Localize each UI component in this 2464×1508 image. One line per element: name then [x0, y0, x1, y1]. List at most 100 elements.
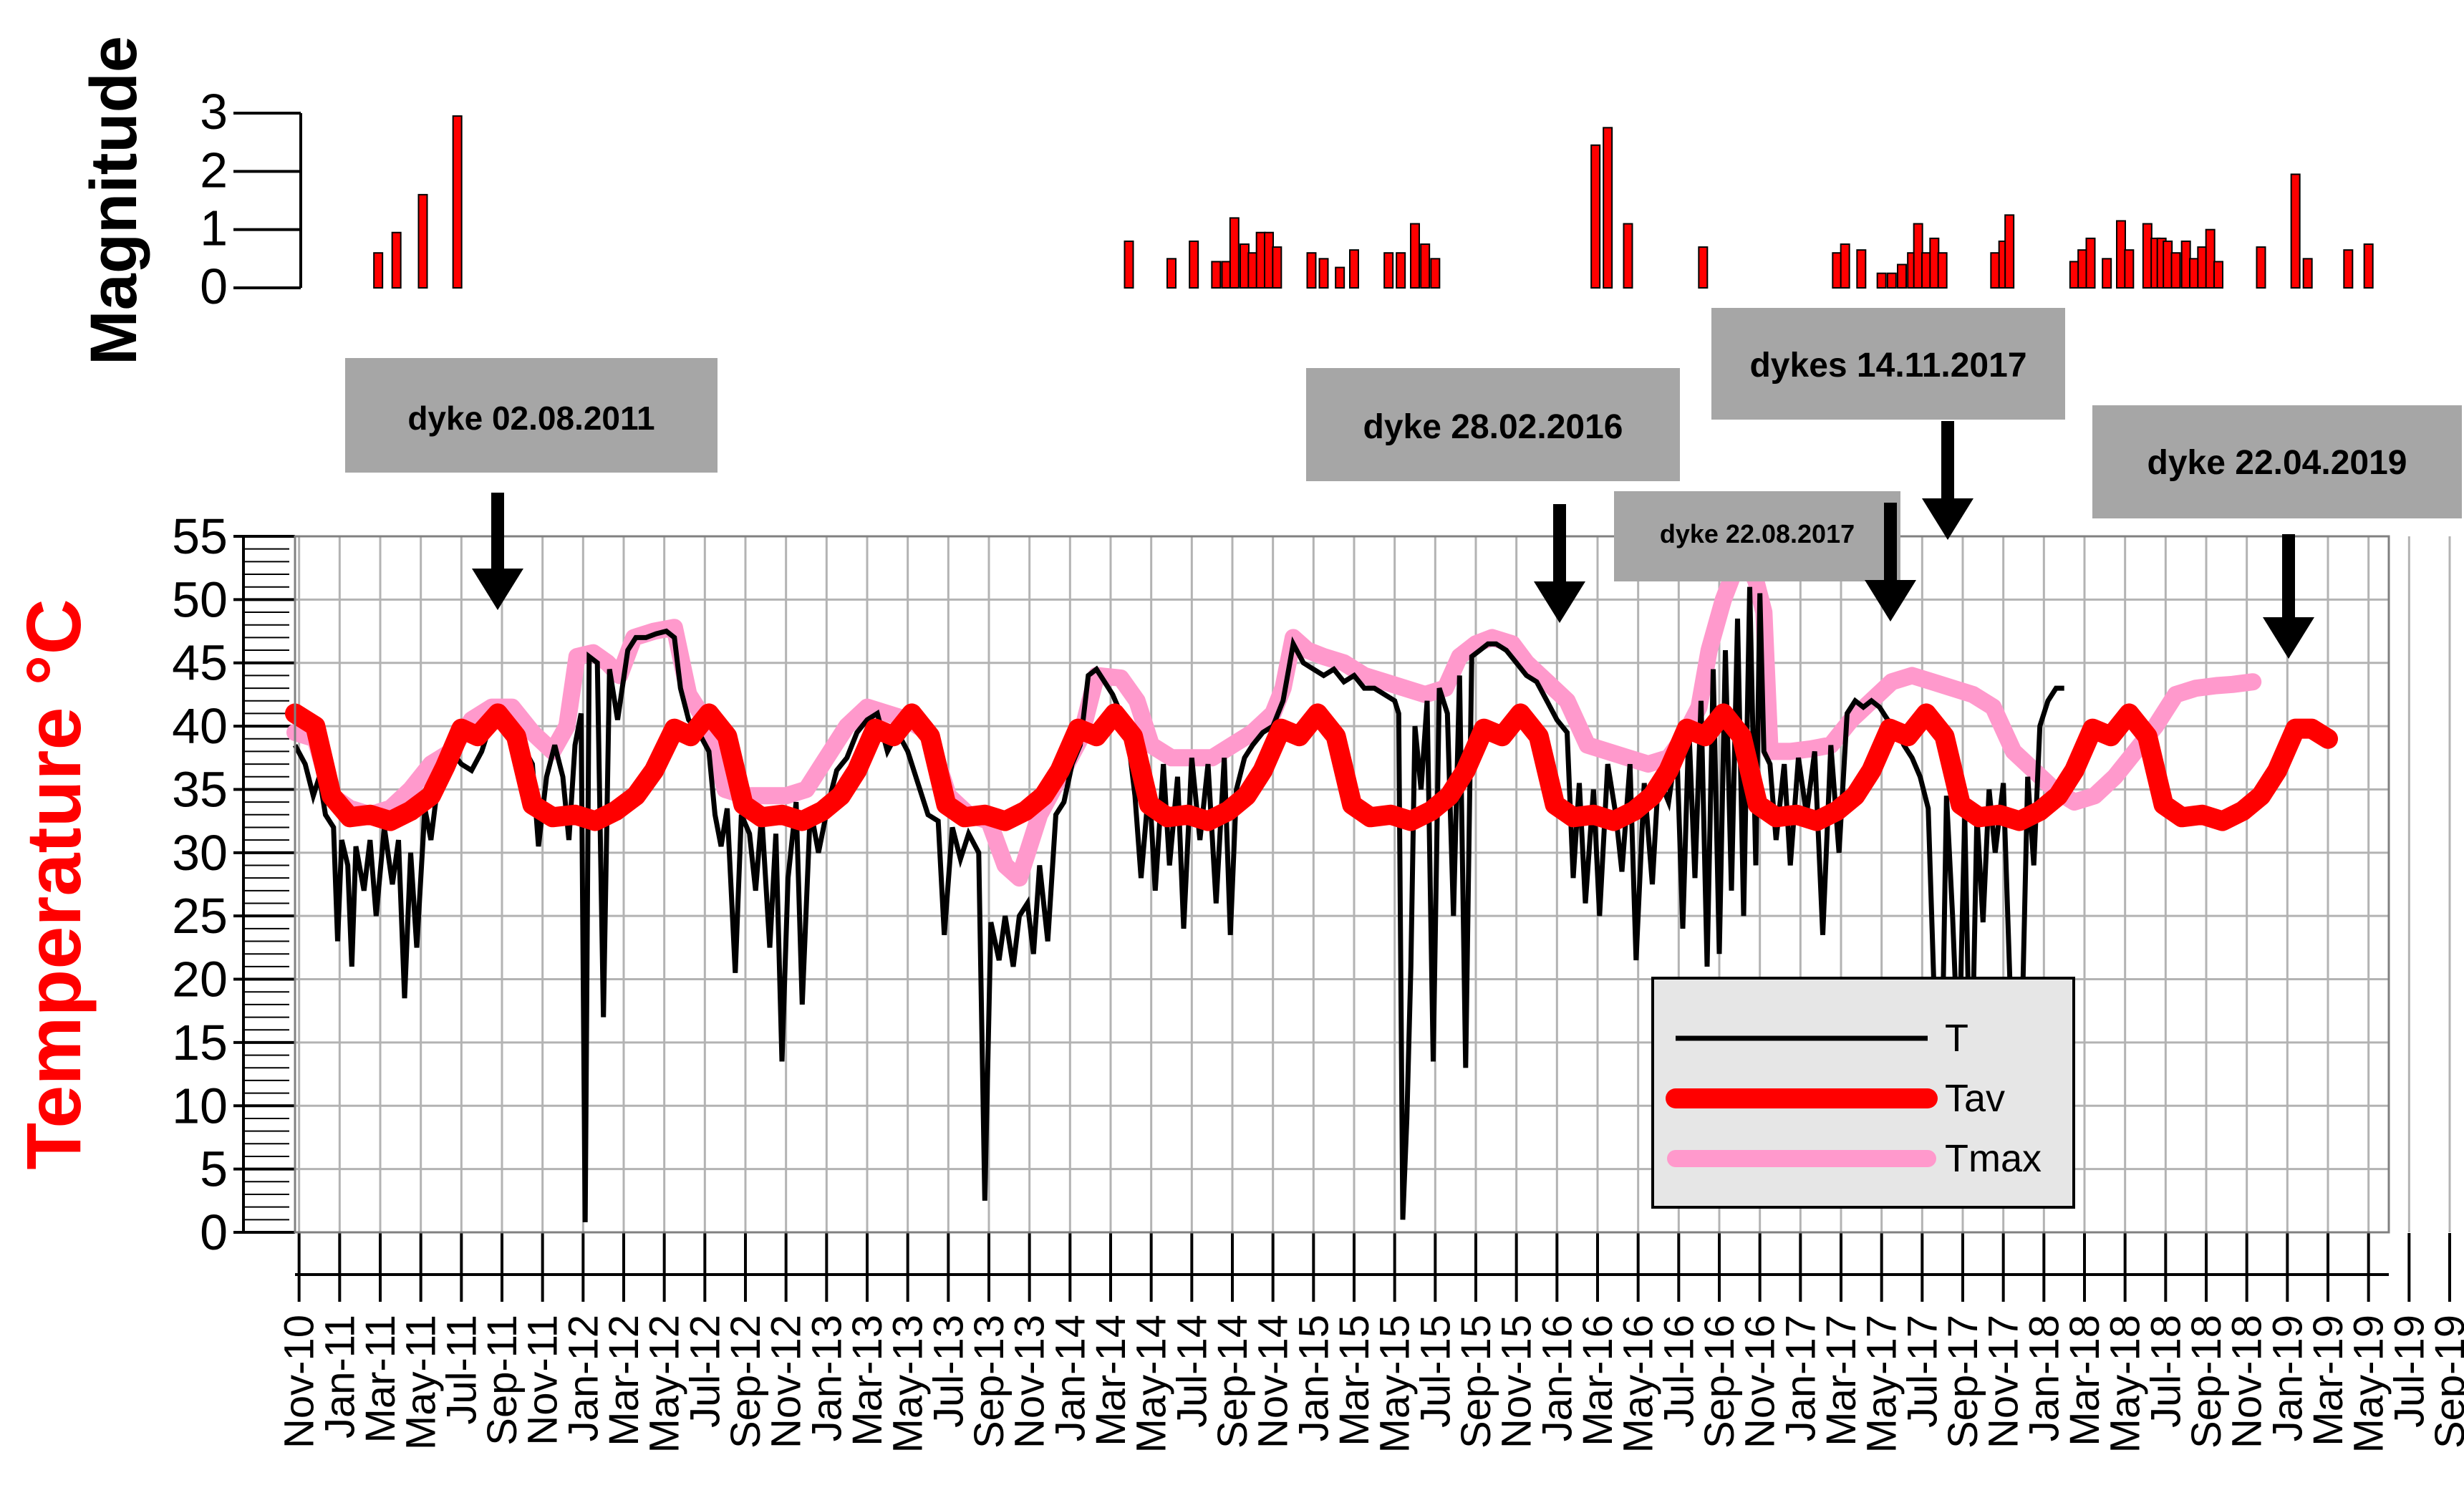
x-tick-label: Sep-12	[723, 1315, 769, 1449]
x-tick-label: Sep-19	[2427, 1315, 2464, 1449]
magnitude-bar	[1264, 231, 1274, 289]
magnitude-bar	[1623, 223, 1633, 289]
magnitude-bar	[2302, 258, 2313, 289]
magnitude-bar	[1189, 240, 1199, 289]
x-tick-label: Jan-15	[1290, 1315, 1337, 1441]
x-tick-label: Mar-16	[1575, 1315, 1621, 1446]
magnitude-bar	[1349, 249, 1359, 289]
magnitude-bar	[1603, 127, 1613, 289]
x-tick-label: May-15	[1372, 1315, 1419, 1453]
legend-label-T: T	[1945, 1017, 1968, 1060]
x-tick-label: Nov-13	[1007, 1315, 1053, 1449]
magnitude-bar	[1876, 272, 1887, 289]
y-tick-label: 45	[172, 635, 228, 691]
x-tick-label: Sep-13	[966, 1315, 1013, 1449]
legend: T Tav Tmax	[1651, 977, 2075, 1209]
magnitude-bar	[1698, 246, 1709, 289]
x-tick-label: Jan-19	[2264, 1315, 2311, 1441]
x-tick-label: Nov-11	[520, 1315, 566, 1446]
y-tick-label: 10	[172, 1078, 228, 1134]
magnitude-bar	[1335, 266, 1345, 289]
x-tick-label: Jan-18	[2021, 1315, 2067, 1441]
y-tick-label: 55	[172, 508, 228, 564]
x-tick-label: Mar-12	[601, 1315, 647, 1446]
magnitude-bar	[2102, 258, 2112, 289]
magnitude-bar	[1913, 223, 1923, 289]
magnitude-bar	[2189, 258, 2199, 289]
x-tick-label: Sep-14	[1209, 1315, 1256, 1449]
x-tick-label: Mar-19	[2305, 1315, 2352, 1446]
magnitude-bar	[2290, 173, 2301, 289]
annotation-dyke-2011: dyke 02.08.2011	[345, 358, 718, 610]
magnitude-bar	[1272, 246, 1282, 289]
magnitude-bar	[1832, 252, 1842, 289]
annotation-label: dyke 28.02.2016	[1363, 408, 1623, 446]
magnitude-bar	[1211, 261, 1222, 289]
annotation-box	[2092, 405, 2462, 518]
x-tick-label: May-17	[1859, 1315, 1905, 1453]
annotation-arrow-head	[1922, 498, 1973, 540]
magnitude-bar	[2197, 246, 2208, 289]
x-tick-label: Jul-15	[1412, 1315, 1459, 1428]
annotation-dykes-2017b: dykes 14.11.2017	[1711, 308, 2065, 540]
x-tick-label: Sep-18	[2183, 1315, 2230, 1449]
x-tick-label: Jul-17	[1899, 1315, 1946, 1428]
x-tick-label: Mar-18	[2062, 1315, 2108, 1446]
x-tick-label: Nov-10	[276, 1315, 323, 1449]
x-tick-label: May-12	[642, 1315, 688, 1453]
y-tick-label: 50	[172, 571, 228, 627]
annotation-box	[1711, 308, 2065, 420]
series-Tav	[285, 703, 2338, 831]
y-tick-label: 25	[172, 888, 228, 944]
series	[285, 550, 2338, 1222]
series-T	[292, 586, 2064, 1222]
annotation-box	[1306, 368, 1680, 481]
magnitude-bar	[2085, 237, 2096, 289]
annotation-dyke-2016: dyke 28.02.2016	[1306, 368, 1680, 623]
x-tick-label: Sep-16	[1696, 1315, 1743, 1449]
magnitude-tick-label: 3	[200, 84, 228, 140]
magnitude-bar	[2069, 261, 2079, 289]
magnitude-tick-label: 2	[200, 142, 228, 198]
x-tick-label: Sep-11	[479, 1315, 526, 1446]
magnitude-bar	[1410, 223, 1420, 289]
x-tick-label: Jan-13	[803, 1315, 850, 1441]
magnitude-bar	[1221, 261, 1232, 289]
x-tick-label: May-18	[2102, 1315, 2149, 1453]
x-tick-label: Nov-16	[1737, 1315, 1784, 1449]
magnitude-bars	[373, 115, 2374, 289]
annotation-label: dyke 02.08.2011	[407, 400, 654, 437]
magnitude-bar	[2180, 240, 2191, 289]
magnitude-bar	[1124, 240, 1134, 289]
magnitude-bar	[1318, 258, 1329, 289]
annotation-arrow-head	[472, 569, 523, 610]
magnitude-bar	[2163, 240, 2173, 289]
y-tick-label: 30	[172, 825, 228, 881]
temperature-y-axis: 0 5 10 15 20 25 30 35 40 45 50 55	[172, 508, 295, 1260]
magnitude-bar	[1247, 252, 1258, 289]
x-tick-label: Nov-12	[763, 1315, 810, 1449]
annotation-box	[1614, 491, 1900, 581]
annotation-label: dyke 22.04.2019	[2147, 444, 2407, 482]
annotation-label: dykes 14.11.2017	[1749, 347, 2026, 385]
x-tick-label: Nov-17	[1981, 1315, 2027, 1449]
y-tick-label: 15	[172, 1015, 228, 1070]
magnitude-bar	[452, 115, 463, 289]
x-tick-label: Jul-14	[1169, 1315, 1215, 1428]
magnitude-bar	[1240, 243, 1250, 289]
x-tick-label: Jan-17	[1777, 1315, 1824, 1441]
annotations: dyke 02.08.2011 dyke 28.02.2016 dyke 22.08…	[345, 308, 2462, 659]
magnitude-bar	[2256, 246, 2266, 289]
magnitude-bar	[1990, 252, 2001, 289]
y-tick-label: 5	[200, 1141, 228, 1197]
magnitude-bar	[1396, 252, 1406, 289]
magnitude-bar	[1937, 252, 1948, 289]
magnitude-tick-label: 0	[200, 258, 228, 314]
magnitude-axis-label: Magnitude	[77, 36, 150, 365]
magnitude-bar	[417, 193, 428, 289]
x-tick-label: Jan-14	[1047, 1315, 1093, 1441]
legend-label-Tav: Tav	[1945, 1077, 2005, 1120]
magnitude-bar	[1430, 258, 1441, 289]
annotation-arrow-head	[1534, 581, 1585, 623]
